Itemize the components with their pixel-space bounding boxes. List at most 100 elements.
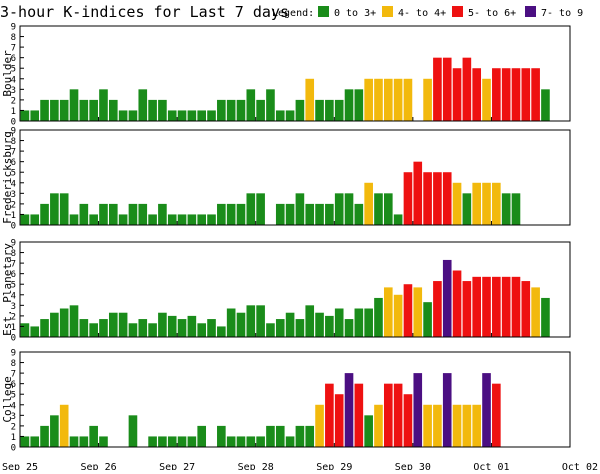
x-tick-label-4: Sep 28 — [238, 462, 274, 470]
bar-p4-46 — [462, 404, 472, 447]
bar-p4-25 — [256, 436, 265, 447]
bar-p2-41 — [413, 161, 423, 225]
bar-p2-3 — [40, 203, 49, 225]
bar-p1-1 — [20, 110, 30, 121]
bar-p4-48 — [482, 373, 491, 447]
bar-p2-9 — [99, 203, 108, 225]
bar-p1-8 — [89, 99, 98, 121]
bar-p3-21 — [217, 326, 226, 337]
bar-p3-12 — [128, 323, 138, 337]
bar-p3-18 — [187, 315, 197, 337]
x-axis-labels: Sep 25 Sep 26 Sep 27 Sep 28 Sep 29 Sep 30 Oct … — [2, 462, 598, 473]
bar-p2-15 — [158, 203, 167, 225]
y-tick-p1-7: 7 — [11, 44, 16, 54]
bar-p3-44 — [442, 259, 452, 337]
bar-p3-46 — [462, 281, 472, 337]
bar-p4-45 — [452, 404, 462, 447]
bar-p1-12 — [128, 110, 138, 121]
bar-p1-33 — [334, 99, 344, 121]
bar-p4-28 — [285, 436, 295, 447]
bar-p2-40 — [403, 172, 413, 225]
bar-p4-29 — [295, 425, 305, 447]
bar-p4-41 — [413, 373, 423, 447]
bar-p2-16 — [167, 214, 177, 225]
y-tick-p2-3: 3 — [11, 190, 16, 200]
bar-p4-23 — [236, 436, 246, 447]
bar-p3-32 — [325, 315, 334, 337]
bar-p1-4 — [50, 99, 59, 121]
bar-p2-42 — [423, 172, 432, 225]
x-tick-label-7: Oct 01 — [473, 462, 509, 470]
bar-p4-47 — [472, 404, 482, 447]
bar-p3-11 — [118, 312, 128, 337]
bar-p3-16 — [167, 315, 177, 337]
bar-p4-26 — [266, 425, 275, 447]
y-tick-p1-5: 5 — [11, 65, 16, 75]
y-tick-p4-5: 5 — [11, 391, 16, 401]
y-tick-p3-4: 4 — [11, 291, 16, 301]
bar-p1-16 — [167, 110, 177, 121]
bar-p1-14 — [148, 99, 157, 121]
bar-p3-42 — [423, 302, 432, 337]
bar-p1-13 — [138, 89, 148, 121]
bar-p2-33 — [334, 193, 344, 225]
y-tick-p2-0: 0 — [11, 222, 16, 232]
bar-p1-54 — [541, 89, 550, 121]
y-tick-p3-9: 9 — [11, 239, 16, 249]
bar-p2-8 — [89, 214, 98, 225]
bar-p3-19 — [197, 323, 207, 337]
bar-p3-4 — [50, 312, 59, 337]
y-tick-p3-6: 6 — [11, 270, 16, 280]
bar-p3-49 — [492, 276, 501, 337]
bar-p4-27 — [275, 425, 285, 447]
bar-p1-22 — [226, 99, 236, 121]
bar-p4-15 — [158, 436, 167, 447]
bar-p3-2 — [30, 326, 40, 337]
legend-item-3: 5- to 6+ — [468, 8, 516, 19]
y-tick-p2-2: 2 — [11, 200, 16, 210]
bar-p1-26 — [266, 89, 275, 121]
y-tick-p3-7: 7 — [11, 260, 16, 270]
bar-p2-21 — [217, 203, 226, 225]
bar-p3-6 — [69, 305, 79, 337]
bar-p2-24 — [246, 193, 256, 225]
bar-p4-19 — [197, 425, 207, 447]
y-tick-p3-1: 1 — [11, 323, 16, 333]
bar-p1-5 — [59, 99, 69, 121]
bar-p1-10 — [108, 99, 118, 121]
bar-p1-37 — [374, 78, 383, 121]
bar-p3-38 — [383, 287, 393, 337]
bar-p1-15 — [158, 99, 167, 121]
panel-frame-2 — [19, 129, 571, 226]
bar-p3-24 — [246, 305, 256, 337]
bar-p3-9 — [99, 319, 108, 337]
x-tick-label-8: Oct 02 — [562, 462, 598, 470]
bar-p3-20 — [207, 319, 216, 337]
bar-p1-11 — [118, 110, 128, 121]
y-tick-p1-9: 9 — [11, 23, 16, 33]
bar-p2-14 — [148, 214, 157, 225]
bar-p4-34 — [344, 373, 354, 447]
y-tick-p3-2: 2 — [11, 312, 16, 322]
bar-p2-47 — [472, 182, 482, 225]
bar-p4-5 — [59, 404, 69, 447]
bar-p1-20 — [207, 110, 216, 121]
bar-p2-36 — [364, 182, 373, 225]
bar-p2-48 — [482, 182, 491, 225]
bar-p2-12 — [128, 203, 138, 225]
bar-p3-39 — [393, 294, 403, 337]
y-tick-p3-5: 5 — [11, 281, 16, 291]
y-tick-p2-7: 7 — [11, 148, 16, 158]
bar-p3-36 — [364, 308, 373, 337]
panel-frame-4 — [19, 351, 571, 448]
bar-p2-6 — [69, 214, 79, 225]
bar-p1-30 — [305, 78, 315, 121]
bar-p3-14 — [148, 323, 157, 337]
y-tick-p1-4: 4 — [11, 75, 16, 85]
y-tick-p1-6: 6 — [11, 54, 16, 64]
bar-p1-27 — [275, 110, 285, 121]
bar-p3-10 — [108, 312, 118, 337]
